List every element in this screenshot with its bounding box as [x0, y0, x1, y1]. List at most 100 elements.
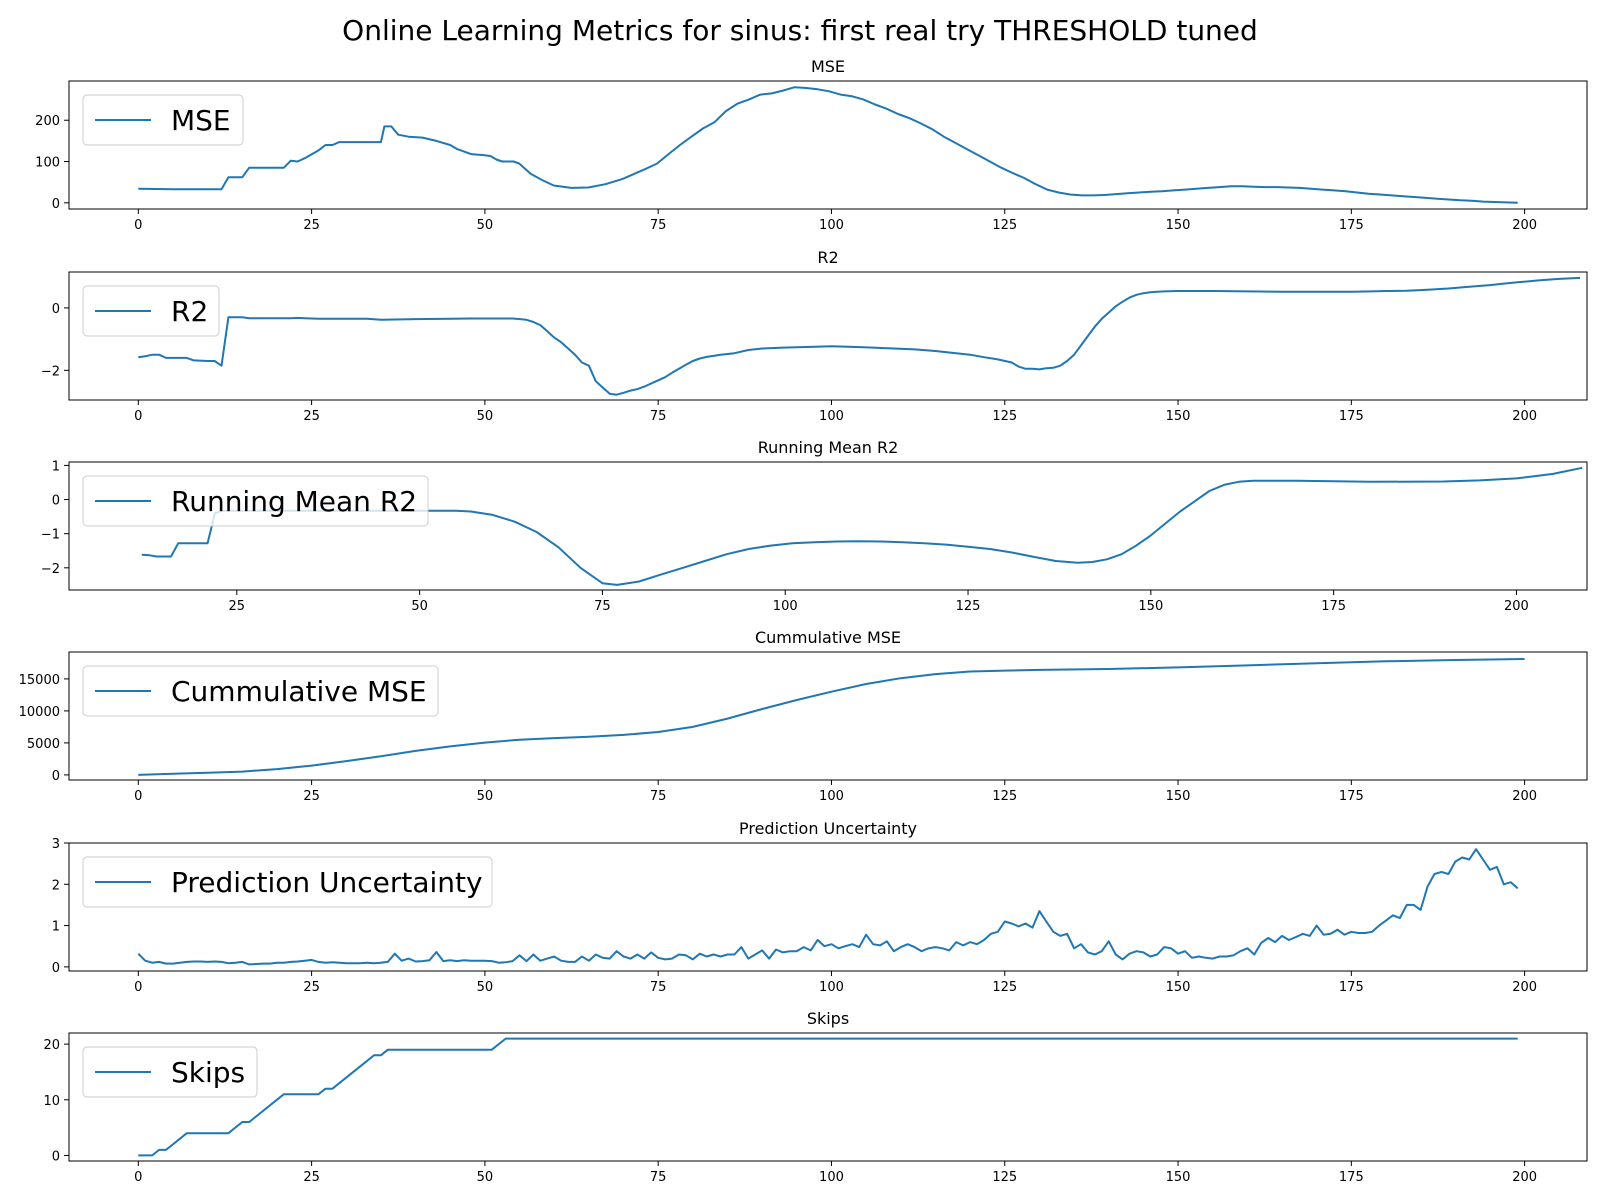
y-tick-label: 10	[43, 1094, 60, 1109]
subplot-title: R2	[817, 248, 838, 267]
legend-box	[82, 665, 439, 717]
legend: R2	[82, 285, 220, 337]
legend-label: R2	[171, 295, 208, 328]
series-line	[138, 658, 1525, 776]
legend-box	[82, 1046, 258, 1098]
legend-box	[82, 94, 244, 146]
x-tick-label: 200	[1512, 789, 1537, 804]
x-tick-label: 125	[956, 599, 981, 614]
x-tick-label: 175	[1339, 218, 1364, 233]
y-tick-label: 0	[52, 197, 60, 212]
figure-title: Online Learning Metrics for sinus: first…	[342, 14, 1258, 47]
subplot-6: Skips 0 25 50 75 100 125 150 175 200 0 10 20 Skips	[43, 1009, 1588, 1185]
legend-box	[82, 475, 429, 527]
x-tick-label: 200	[1512, 1170, 1537, 1185]
y-tick-label: −2	[41, 562, 60, 577]
legend: Prediction Uncertainty	[82, 856, 493, 908]
x-tick-label: 150	[1166, 789, 1191, 804]
x-tick-label: 100	[819, 980, 844, 995]
legend: MSE	[82, 94, 244, 146]
y-tick-label: 0	[52, 961, 60, 976]
legend-label: Skips	[171, 1056, 245, 1089]
y-tick-label: 0	[52, 494, 60, 509]
series-line	[138, 1037, 1518, 1157]
x-tick-label: 50	[477, 980, 494, 995]
x-tick-label: 25	[303, 218, 320, 233]
x-tick-label: 25	[303, 789, 320, 804]
x-tick-label: 175	[1339, 980, 1364, 995]
x-tick-label: 200	[1512, 980, 1537, 995]
legend-box	[82, 856, 493, 908]
y-tick-label: 1	[52, 459, 60, 474]
x-tick-label: 50	[477, 409, 494, 424]
x-tick-label: 175	[1339, 789, 1364, 804]
subplot-title: Prediction Uncertainty	[739, 819, 917, 838]
y-tick-label: 100	[35, 156, 60, 171]
x-tick-label: 0	[134, 980, 142, 995]
x-tick-label: 50	[477, 789, 494, 804]
y-tick-label: −1	[41, 528, 60, 543]
subplot-5: Prediction Uncertainty 0 25 50 75 100 125 150 17…	[52, 819, 1588, 995]
x-tick-label: 175	[1339, 409, 1364, 424]
legend-label: Cummulative MSE	[171, 675, 427, 708]
axes-frame	[68, 842, 1588, 972]
axes-frame	[68, 271, 1588, 401]
x-tick-label: 75	[650, 789, 667, 804]
subplot-title: Running Mean R2	[758, 438, 899, 457]
subplot-4: Cummulative MSE 0 25 50 75 100 125 150 175 200 0 50…	[19, 628, 1588, 804]
x-tick-label: 150	[1166, 218, 1191, 233]
x-tick-label: 150	[1166, 1170, 1191, 1185]
x-tick-label: 25	[303, 1170, 320, 1185]
x-tick-label: 200	[1504, 599, 1529, 614]
x-tick-label: 75	[650, 409, 667, 424]
x-tick-label: 175	[1321, 599, 1346, 614]
subplot-title: MSE	[811, 57, 845, 76]
y-tick-label: 0	[52, 302, 60, 317]
x-tick-label: 100	[819, 1170, 844, 1185]
legend-label: Prediction Uncertainty	[171, 866, 483, 899]
x-tick-label: 0	[134, 1170, 142, 1185]
x-tick-label: 100	[773, 599, 798, 614]
x-tick-label: 150	[1138, 599, 1163, 614]
x-tick-label: 75	[650, 218, 667, 233]
x-tick-label: 75	[650, 980, 667, 995]
x-tick-label: 25	[229, 599, 246, 614]
x-tick-label: 50	[411, 599, 428, 614]
x-tick-label: 200	[1512, 409, 1537, 424]
y-tick-label: 200	[35, 114, 60, 129]
legend-label: MSE	[171, 104, 231, 137]
x-tick-label: 125	[992, 980, 1017, 995]
x-tick-label: 150	[1166, 980, 1191, 995]
x-tick-label: 25	[303, 409, 320, 424]
y-tick-label: 10000	[19, 705, 60, 720]
axes-frame	[68, 651, 1588, 781]
legend-label: Running Mean R2	[171, 485, 417, 518]
subplot-title: Skips	[807, 1009, 849, 1028]
x-tick-label: 100	[819, 409, 844, 424]
x-tick-label: 100	[819, 218, 844, 233]
subplot-title: Cummulative MSE	[755, 628, 901, 647]
y-tick-label: 2	[52, 878, 60, 893]
series-line	[137, 848, 1519, 966]
y-tick-label: 3	[52, 837, 60, 852]
y-tick-label: 20	[43, 1038, 60, 1053]
series-line	[138, 86, 1518, 204]
x-tick-label: 75	[594, 599, 611, 614]
y-tick-label: 1	[52, 920, 60, 935]
x-tick-label: 0	[134, 789, 142, 804]
x-tick-label: 25	[303, 980, 320, 995]
y-tick-label: 15000	[19, 673, 60, 688]
x-tick-label: 125	[992, 409, 1017, 424]
subplot-1: MSE 0 25 50 75 100 125 150 175 200 0 100 200 MSE	[35, 57, 1588, 233]
x-tick-label: 125	[992, 1170, 1017, 1185]
series-line	[138, 276, 1581, 396]
legend: Running Mean R2	[82, 475, 429, 527]
x-tick-label: 150	[1166, 409, 1191, 424]
legend: Skips	[82, 1046, 258, 1098]
y-tick-label: 0	[52, 1149, 60, 1164]
subplot-2: R2 0 25 50 75 100 125 150 175 200 −2 0 R2	[41, 248, 1588, 424]
x-tick-label: 125	[992, 218, 1017, 233]
x-tick-label: 0	[134, 218, 142, 233]
y-tick-label: 5000	[27, 737, 60, 752]
subplot-3: Running Mean R2 25 50 75 100 125 150 175 200 −2 −1…	[41, 438, 1588, 614]
